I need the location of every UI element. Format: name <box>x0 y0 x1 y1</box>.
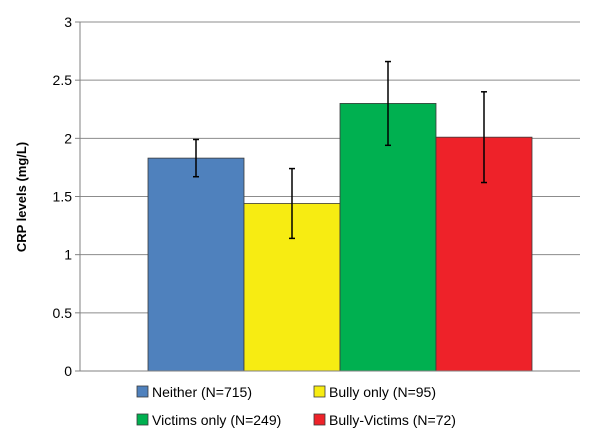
legend-label: Bully-Victims (N=72) <box>329 412 456 428</box>
legend-item: Bully only (N=95) <box>313 384 436 400</box>
y-tick-label: 3 <box>64 14 72 30</box>
y-axis-title: CRP levels (mg/L) <box>14 142 29 252</box>
axes <box>75 21 580 372</box>
legend-swatch <box>313 385 326 398</box>
legend-item: Victims only (N=249) <box>136 412 281 428</box>
y-tick-label: 2.5 <box>53 72 73 88</box>
legend-swatch <box>313 413 326 426</box>
error-bars <box>193 60 487 240</box>
legend-item: Neither (N=715) <box>136 384 252 400</box>
legend-label: Bully only (N=95) <box>329 384 436 400</box>
legend-swatch <box>136 413 149 426</box>
bars <box>147 103 533 372</box>
legend-swatch <box>136 385 149 398</box>
legend: Neither (N=715) Bully only (N=95) Victims … <box>136 384 456 428</box>
legend-item: Bully-Victims (N=72) <box>313 412 456 428</box>
y-tick-label: 2 <box>64 130 72 146</box>
y-tick-label: 0 <box>64 363 72 379</box>
y-tick-label: 1.5 <box>53 189 73 205</box>
legend-label: Victims only (N=249) <box>152 412 281 428</box>
y-tick-labels: 0 0.5 1 1.5 2 2.5 3 <box>53 14 73 379</box>
y-tick-label: 1 <box>64 247 72 263</box>
y-tick-label: 0.5 <box>53 305 73 321</box>
legend-label: Neither (N=715) <box>152 384 252 400</box>
bar <box>147 157 245 372</box>
